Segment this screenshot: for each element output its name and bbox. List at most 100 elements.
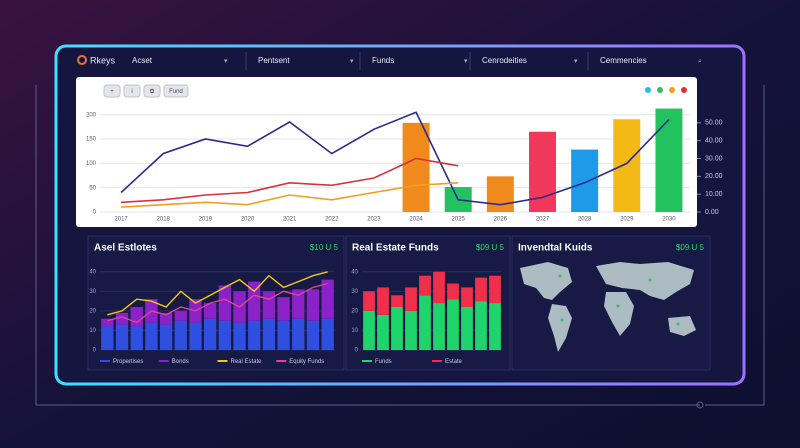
bar bbox=[377, 287, 389, 315]
panel-value: $10 U 5 bbox=[310, 243, 339, 252]
bar bbox=[655, 108, 683, 212]
bar bbox=[159, 324, 173, 350]
nav-item[interactable]: Acset bbox=[132, 56, 153, 65]
y-tick-label: 20 bbox=[351, 308, 358, 314]
bar bbox=[419, 275, 431, 296]
x-tick-label: 2021 bbox=[283, 217, 297, 223]
y-tick-label: 20 bbox=[89, 308, 96, 314]
bar bbox=[277, 297, 290, 321]
bar bbox=[433, 271, 445, 304]
x-tick-label: 2024 bbox=[409, 217, 423, 223]
toolbar-button[interactable] bbox=[123, 84, 141, 98]
panel-title: Invendtal Kuids bbox=[518, 243, 593, 254]
legend-swatch bbox=[158, 360, 169, 362]
bar bbox=[203, 303, 217, 319]
toolbar-button[interactable] bbox=[163, 84, 189, 98]
x-tick-label: 2022 bbox=[325, 217, 339, 223]
y-tick-label: 40 bbox=[89, 269, 96, 275]
bar bbox=[391, 295, 403, 307]
bar bbox=[475, 301, 487, 350]
bar bbox=[306, 289, 320, 321]
toolbar-button[interactable] bbox=[143, 84, 161, 98]
nav-arrow: ▾ bbox=[224, 58, 228, 65]
legend-swatch bbox=[362, 360, 372, 362]
bar bbox=[529, 131, 556, 212]
nav-arrow: ▾ bbox=[464, 58, 468, 65]
nav-item[interactable]: Pentsent bbox=[258, 56, 290, 65]
toolbar-label: ⧉ bbox=[150, 89, 155, 95]
y2-tick-label: 30.00 bbox=[705, 155, 723, 162]
legend-swatch bbox=[217, 360, 228, 362]
x-tick-label: 2023 bbox=[367, 217, 381, 223]
bar bbox=[218, 320, 232, 350]
toolbar-button[interactable] bbox=[103, 84, 121, 98]
y-tick-label: 10 bbox=[89, 328, 96, 334]
bar bbox=[203, 318, 217, 350]
y2-tick-label: 10.00 bbox=[705, 191, 723, 198]
y-tick-label: 150 bbox=[86, 137, 97, 143]
bar bbox=[174, 320, 187, 350]
x-tick-label: 2019 bbox=[199, 217, 213, 223]
legend-dots bbox=[645, 87, 687, 93]
y-tick-label: 10 bbox=[351, 328, 358, 334]
bar bbox=[391, 306, 403, 350]
bar bbox=[145, 322, 158, 350]
bar bbox=[447, 299, 459, 350]
map-dots bbox=[558, 274, 680, 326]
y-tick-label: 0 bbox=[355, 348, 359, 354]
bar bbox=[174, 310, 187, 321]
bar bbox=[277, 320, 290, 350]
legend-swatch bbox=[276, 360, 287, 362]
bar bbox=[130, 326, 143, 350]
bar bbox=[489, 275, 501, 304]
y2-tick-label: 50.00 bbox=[705, 120, 723, 127]
x-tick-label: 2020 bbox=[241, 217, 255, 223]
bar bbox=[189, 322, 202, 350]
x-tick-label: 2026 bbox=[494, 217, 508, 223]
bar bbox=[475, 277, 487, 302]
bar bbox=[377, 314, 389, 350]
bar bbox=[262, 291, 276, 319]
bar bbox=[363, 291, 375, 311]
legend-label: Equity Funds bbox=[289, 359, 324, 365]
y2-tick-label: 0.00 bbox=[705, 209, 719, 216]
y-tick-label: 0 bbox=[93, 210, 97, 216]
line-series bbox=[107, 282, 328, 324]
bar bbox=[101, 326, 114, 350]
bar bbox=[486, 176, 514, 212]
decor-lines bbox=[35, 85, 765, 409]
bar bbox=[363, 310, 375, 350]
bar bbox=[489, 303, 501, 350]
x-tick-label: 2017 bbox=[114, 217, 128, 223]
bar bbox=[130, 306, 143, 327]
y-tick-label: 50 bbox=[89, 185, 96, 191]
nav-item[interactable]: Cemmencies bbox=[600, 56, 647, 65]
toolbar-label: i bbox=[131, 89, 132, 95]
nav-item[interactable]: Cenrodeities bbox=[482, 56, 527, 65]
bar bbox=[218, 285, 232, 321]
line-series bbox=[121, 182, 459, 208]
x-tick-label: 2028 bbox=[578, 217, 592, 223]
line-series bbox=[121, 157, 459, 204]
x-tick-label: 2018 bbox=[157, 217, 171, 223]
logo: Rkeys bbox=[90, 55, 116, 65]
bar bbox=[402, 122, 430, 212]
toolbar-label: Fund bbox=[169, 89, 183, 95]
bar bbox=[321, 279, 334, 319]
bar bbox=[248, 320, 261, 350]
y-tick-label: 200 bbox=[86, 112, 97, 118]
bar bbox=[461, 287, 473, 307]
nav-item[interactable]: Funds bbox=[372, 56, 394, 65]
bar bbox=[306, 320, 320, 350]
x-tick-label: 2027 bbox=[536, 217, 550, 223]
y2-tick-label: 40.00 bbox=[705, 138, 723, 145]
bar bbox=[115, 312, 129, 325]
bar bbox=[613, 119, 641, 212]
nav-arrow: ⌕ bbox=[698, 58, 702, 65]
bar bbox=[115, 324, 129, 350]
x-tick-label: 2030 bbox=[662, 217, 676, 223]
panel-title: Asel Estlotes bbox=[94, 243, 157, 254]
legend-label: Bonds bbox=[172, 359, 189, 365]
y-tick-label: 0 bbox=[93, 348, 97, 354]
